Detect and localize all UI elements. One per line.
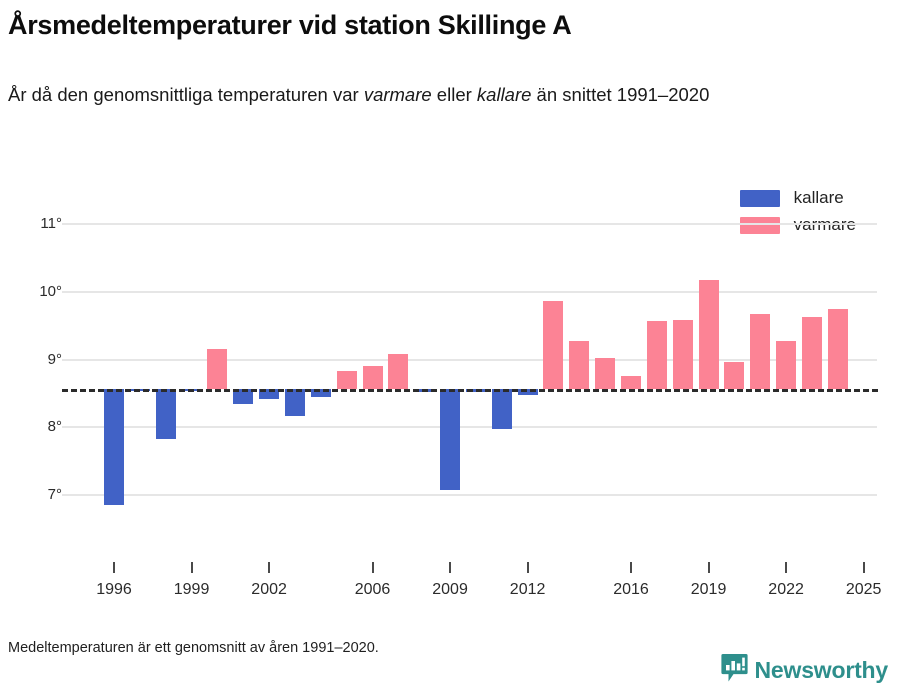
legend-item-kallare[interactable]: kallare	[739, 188, 856, 208]
y-axis-label: 7°	[47, 486, 62, 503]
subtitle-text-2: eller	[431, 84, 477, 105]
bar-1996[interactable]	[104, 389, 124, 506]
newsworthy-brand[interactable]: Newsworthy	[720, 653, 889, 688]
x-axis-tick-2019	[707, 562, 710, 573]
legend-swatch-kallare	[739, 189, 780, 207]
x-axis-tick-2006	[371, 562, 374, 573]
x-axis-label: 2025	[845, 581, 882, 598]
bar-2007[interactable]	[388, 354, 409, 390]
gridline-y-10	[62, 290, 877, 293]
x-axis-label: 2022	[768, 581, 804, 598]
bar-2006[interactable]	[362, 365, 383, 390]
subtitle-text-3: än snittet 1991–2020	[531, 84, 710, 105]
bar-2001[interactable]	[233, 389, 254, 404]
x-axis-tick-1996	[113, 562, 115, 573]
y-axis-label: 9°	[47, 350, 62, 368]
bar-1998[interactable]	[155, 389, 176, 439]
x-axis-tick-2002	[268, 562, 271, 573]
bar-2019[interactable]	[698, 280, 719, 390]
y-axis-label: 11°	[40, 215, 62, 232]
bar-2004[interactable]	[310, 389, 331, 397]
legend-swatch-varmare	[739, 216, 780, 234]
brand-name: Newsworthy	[754, 657, 889, 683]
gridline-y-11	[62, 223, 877, 225]
x-axis-tick-2016	[630, 562, 632, 573]
bar-2015[interactable]	[595, 358, 616, 390]
bar-2017[interactable]	[646, 320, 667, 390]
bar-2023[interactable]	[801, 317, 822, 390]
x-axis-tick-2012	[526, 562, 529, 573]
bar-2016[interactable]	[621, 375, 641, 390]
x-axis-tick-2022	[785, 562, 788, 573]
x-axis-label: 2016	[613, 581, 649, 598]
x-axis-label: 2002	[251, 581, 287, 598]
y-axis-label: 8°	[47, 418, 62, 436]
bar-2024[interactable]	[827, 309, 848, 390]
page-subtitle: År då den genomsnittliga temperaturen va…	[8, 80, 848, 109]
subtitle-text-1: År då den genomsnittliga temperaturen va…	[8, 84, 364, 105]
bar-2002[interactable]	[259, 389, 280, 399]
bar-2021[interactable]	[750, 314, 771, 390]
gridline-y-8	[62, 426, 877, 429]
x-axis-label: 2009	[432, 581, 468, 598]
subtitle-emph-varmare: varmare	[363, 84, 432, 105]
bar-2018[interactable]	[672, 319, 693, 390]
reference-line-average	[62, 389, 878, 393]
y-axis-label: 10°	[39, 282, 62, 300]
bar-2013[interactable]	[543, 300, 564, 390]
x-axis-tick-2025	[862, 562, 865, 573]
bar-2011[interactable]	[491, 389, 512, 430]
subtitle-emph-kallare: kallare	[476, 84, 532, 105]
bar-2014[interactable]	[569, 341, 590, 390]
bar-2005[interactable]	[336, 371, 357, 390]
bar-2020[interactable]	[724, 362, 745, 390]
bar-chart-speech-bubble-icon	[720, 653, 748, 688]
x-axis-label: 1996	[96, 581, 132, 598]
page-title: Årsmedeltemperaturer vid station Skillin…	[8, 10, 572, 40]
gridline-y-7	[62, 494, 877, 496]
x-axis-tick-1999	[190, 562, 193, 573]
x-axis-label: 2012	[509, 581, 546, 598]
x-axis-label: 2019	[690, 581, 727, 598]
x-axis-label: 1999	[173, 581, 210, 598]
bar-2022[interactable]	[776, 341, 797, 390]
chart-footnote: Medeltemperaturen är ett genomsnitt av å…	[8, 640, 379, 656]
x-axis-label: 2006	[354, 581, 391, 598]
bar-2000[interactable]	[207, 349, 228, 390]
x-axis-tick-2009	[449, 562, 452, 573]
gridline-y-9	[62, 358, 877, 361]
bar-2003[interactable]	[284, 389, 305, 416]
legend-label: kallare	[793, 188, 844, 207]
bar-2009[interactable]	[440, 389, 461, 490]
